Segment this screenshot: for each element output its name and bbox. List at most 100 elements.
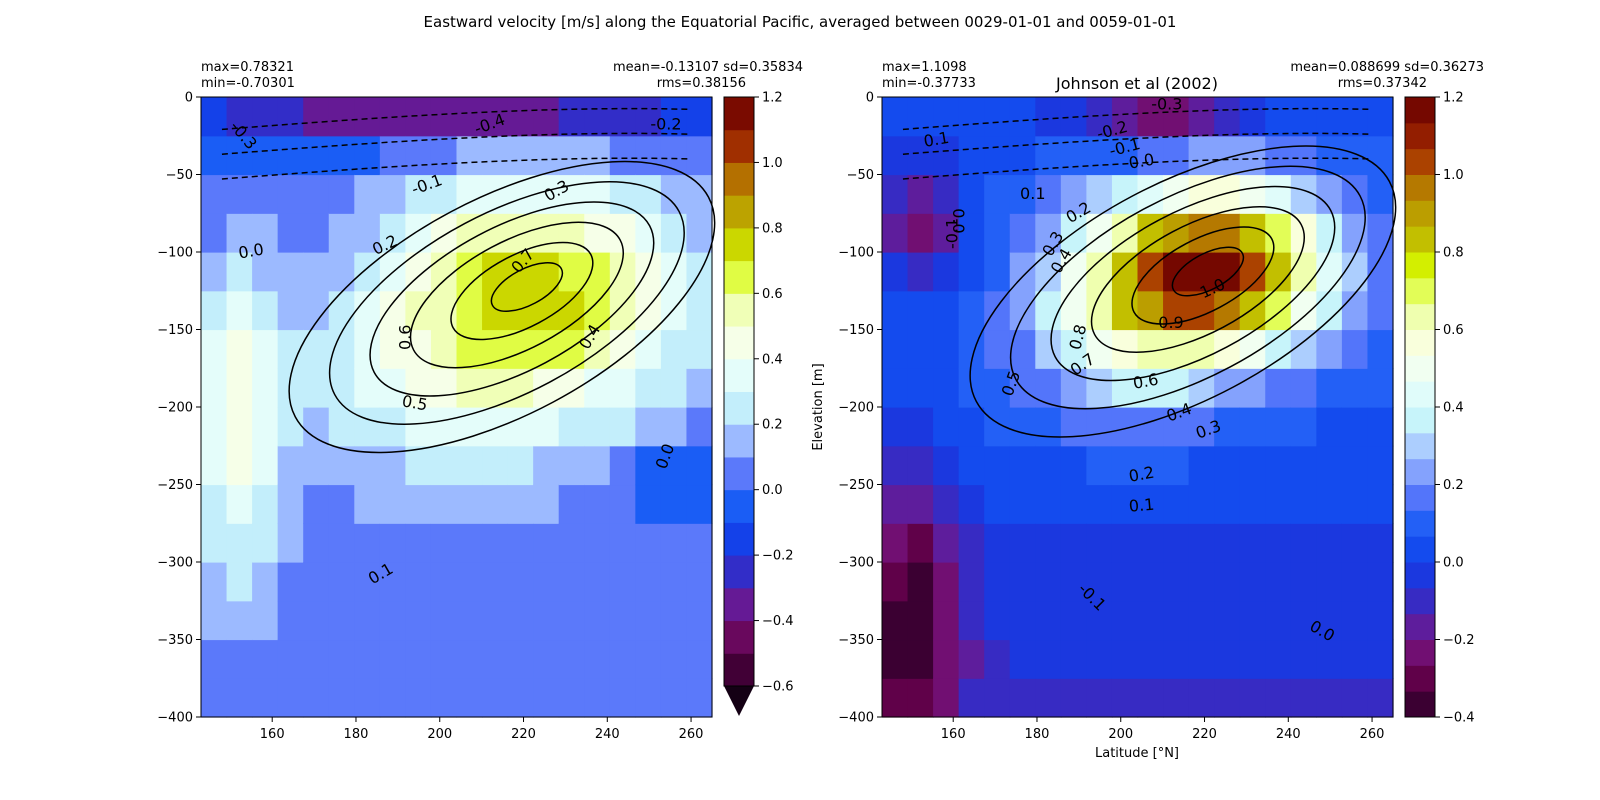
model-cell [405,445,432,486]
observation-cell [1239,484,1266,524]
observation-cell [1060,523,1087,563]
model-cell [507,135,534,176]
observation-colorbar-segment [1405,407,1435,434]
model-cell [686,213,713,253]
observation-cell [1341,290,1369,331]
model-cell [303,135,330,176]
model-cell [226,678,253,718]
observation-cell [1265,523,1292,563]
observation-cell [1009,639,1036,679]
observation-colorbar-segment [1405,148,1435,175]
model-cell [635,484,662,524]
observation-colorbar-segment [1405,536,1435,563]
model-cell [354,368,381,408]
model-cell [354,135,381,176]
model-cell [379,290,406,331]
model-cell [226,174,253,214]
observation-cell [1137,407,1164,447]
observation-ytick-label: −400 [838,711,874,726]
observation-ytick-label: −200 [838,401,874,416]
observation-colorbar-segment [1405,303,1435,330]
observation-cell [1111,639,1139,679]
model-cell [226,523,253,563]
model-cell [482,445,509,486]
observation-cell [1265,407,1292,447]
model-cell [226,562,253,602]
observation-cell [1341,678,1369,718]
observation-cell [1188,445,1215,486]
observation-contour-label: 0.0 [1127,150,1155,173]
observation-cell [1086,213,1113,253]
model-cell [635,407,662,447]
model-contour-line [409,221,625,369]
observation-cell [1367,368,1394,408]
observation-cell [958,97,985,137]
model-cell [252,174,279,214]
observation-cell [984,213,1011,253]
model-cell [430,213,458,253]
observation-cell [1163,135,1190,176]
model-cell [201,252,228,292]
model-cell [558,445,585,486]
model-cell [405,174,432,214]
model-cell [379,639,406,679]
observation-stat-min: min=-0.37733 [882,76,976,91]
observation-cell [1060,252,1087,292]
observation-cell [1060,329,1087,369]
observation-cell [1316,213,1343,253]
model-cell [558,174,585,214]
observation-cell [958,252,985,292]
observation-cell [1163,639,1190,679]
model-cell [303,600,330,641]
model-cell [635,523,662,563]
model-cell [430,329,458,369]
model-cell [226,368,253,408]
model-ytick-label: −150 [157,323,193,338]
observation-cell [933,252,960,292]
model-cell [456,213,483,253]
observation-colorbar-label: 0.8 [1443,246,1464,261]
observation-colorbar-segment [1405,355,1435,382]
model-cell [354,174,381,214]
observation-cell [958,562,985,602]
observation-cell [1035,639,1062,679]
model-cell [584,639,611,679]
observation-cell [907,97,934,137]
observation-cell [1214,174,1241,214]
model-colorbar-segment [724,227,754,262]
model-cell [252,329,279,369]
observation-cell [1086,252,1113,292]
observation-cell [1060,639,1087,679]
observation-cell [1214,213,1241,253]
model-cell [405,678,432,718]
model-cell [635,213,662,253]
model-cell [660,678,688,718]
observation-cell [958,678,985,718]
model-cell [660,174,688,214]
model-cell [354,678,381,718]
model-cell [635,678,662,718]
model-cell [328,639,355,679]
model-cell [405,368,432,408]
observation-cell [1316,678,1343,718]
observation-cell [1239,97,1266,137]
observation-cell [1188,290,1215,331]
observation-cell [1188,523,1215,563]
observation-cell [1214,562,1241,602]
model-cell [686,290,713,331]
observation-ytick-label: −300 [838,556,874,571]
model-cell [379,329,406,369]
observation-cell [1035,97,1062,137]
observation-ytick-label: 0 [866,91,874,106]
observation-cell [1035,135,1062,176]
observation-contour-line-negative [902,132,1373,155]
model-cell [226,600,253,641]
model-cell [354,484,381,524]
model-cell [328,97,355,137]
observation-cell [984,639,1011,679]
observation-cell [1137,678,1164,718]
model-cell [456,639,483,679]
observation-cell [907,562,934,602]
model-cell [252,213,279,253]
observation-cell [882,445,909,486]
